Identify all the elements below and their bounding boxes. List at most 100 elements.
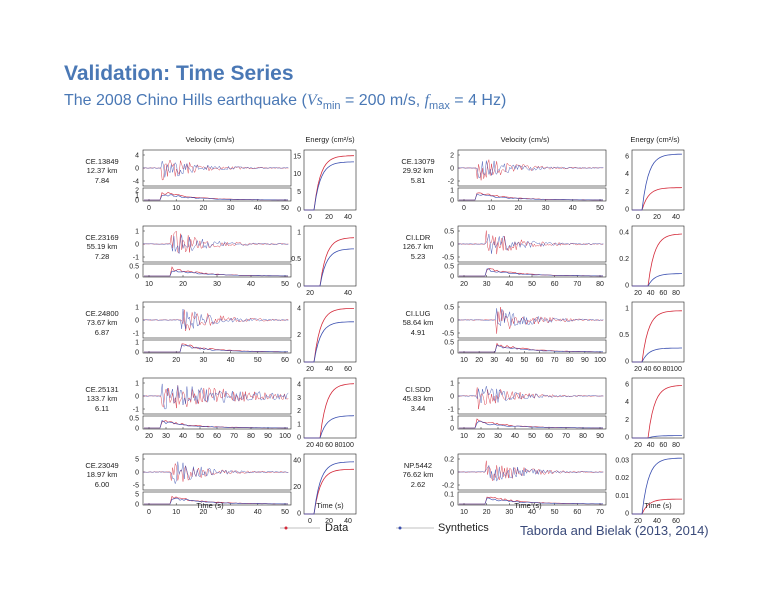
station-8-energy-frame <box>631 301 685 363</box>
station-1-energy-tick: 10 <box>293 171 301 178</box>
station-7-time-tick: 20 <box>460 281 468 288</box>
station-10-velocity-data-trace <box>458 460 604 482</box>
station-2-vel-tick: 0 <box>135 242 139 249</box>
station-5-energy-frame <box>303 453 357 515</box>
station-10-energy-x-tick: 20 <box>634 518 642 525</box>
station-3-time-tick: 40 <box>227 357 235 364</box>
station-7-energy-frame <box>631 225 685 287</box>
station-4-time-tick: 80 <box>247 433 255 440</box>
station-9-energy-tick: 6 <box>625 382 629 389</box>
station-7-energy-x-tick: 80 <box>672 290 680 297</box>
station-6-time-tick: 50 <box>596 205 604 212</box>
station-4-energy-x-tick: 60 <box>325 442 333 449</box>
station-9-energy-tick: 0 <box>625 435 629 442</box>
station-1-vel-tick: -4 <box>133 179 139 186</box>
station-9-energy-tick: 2 <box>625 417 629 424</box>
station-8-time-tick: 30 <box>490 357 498 364</box>
station-1-energy-frame <box>303 149 357 211</box>
station-1-vel-tick: 4 <box>135 153 139 160</box>
station-5-time-tick: 20 <box>200 509 208 516</box>
station-1-envelope-data-trace <box>144 191 288 201</box>
station-3-energy-tick: 2 <box>297 332 301 339</box>
station-1-time-tick: 0 <box>147 205 151 212</box>
station-3-name: CE.24800 <box>85 309 118 318</box>
station-10-name: NP.5442 <box>404 461 432 470</box>
station-8-energy-x-tick: 80 <box>663 366 671 373</box>
station-4-time-tick: 100 <box>279 433 291 440</box>
station-1-energy-x-tick: 20 <box>325 214 333 221</box>
station-7-time-tick: 40 <box>505 281 513 288</box>
station-9-time-tick: 30 <box>494 433 502 440</box>
subtitle-f-sub: max <box>429 100 450 113</box>
station-5-vel-tick: 0 <box>135 470 139 477</box>
station-9-env-tick: 1 <box>450 416 454 423</box>
subtitle-vs-sub: min <box>322 100 341 113</box>
station-10-envelope-synth-trace <box>459 497 604 505</box>
station-4-velocity-data-trace <box>142 385 289 409</box>
station-10-vel-tick: 0.2 <box>444 457 454 464</box>
station-8-distance: 58.64 km <box>403 318 434 327</box>
station-9-time-tick: 90 <box>596 433 604 440</box>
station-1-energy-tick: 15 <box>293 154 301 161</box>
station-4-time-tick: 30 <box>162 433 170 440</box>
station-1-energy-tick: 5 <box>297 189 301 196</box>
station-1-energy-synth-curve <box>304 161 354 211</box>
station-8-vel-tick: 0 <box>450 318 454 325</box>
station-10-energy-tick: 0 <box>625 511 629 518</box>
station-5-vel-tick: 5 <box>135 457 139 464</box>
station-9-env-tick: 0 <box>450 426 454 433</box>
slide-subtitle: The 2008 Chino Hills earthquake (Vsmin =… <box>64 92 506 112</box>
station-7-vel-tick: -0.5 <box>442 255 454 262</box>
station-6-value: 5.81 <box>411 176 426 185</box>
station-9-time-tick: 40 <box>511 433 519 440</box>
station-8-value: 4.91 <box>411 328 426 337</box>
station-6-energy-x-tick: 20 <box>653 214 661 221</box>
station-5-envelope-synth-trace <box>144 497 288 505</box>
station-8-time-tick: 70 <box>551 357 559 364</box>
subtitle-prefix: The 2008 Chino Hills earthquake ( <box>64 92 307 109</box>
station-3-velocity-data-trace <box>142 309 289 332</box>
station-10-energy-data-curve <box>632 498 682 515</box>
station-8-energy-tick: 1 <box>625 306 629 313</box>
station-6-energy-x-tick: 0 <box>636 214 640 221</box>
station-7-time-tick: 60 <box>551 281 559 288</box>
station-6-name: CE.13079 <box>401 157 434 166</box>
station-3-energy-data-curve <box>304 308 354 363</box>
subtitle-vs: Vs <box>306 92 323 109</box>
station-1-velocity-data-trace <box>142 159 289 181</box>
station-4-energy-frame <box>303 377 357 439</box>
station-9-time-tick: 80 <box>579 433 587 440</box>
station-6-time-tick: 30 <box>542 205 550 212</box>
station-6-envelope-frame <box>457 187 607 202</box>
station-2-time-tick: 30 <box>213 281 221 288</box>
station-1-energy-x-tick: 40 <box>344 214 352 221</box>
station-7-time-tick: 30 <box>483 281 491 288</box>
station-5-energy-tick: 40 <box>293 458 301 465</box>
station-1-env-tick: 1 <box>135 193 139 200</box>
station-7-energy-synth-curve <box>632 273 682 287</box>
slide-title: Validation: Time Series <box>64 62 294 85</box>
station-1-energy-data-curve <box>304 155 354 211</box>
station-9-energy-synth-curve <box>632 435 682 439</box>
station-1-name: CE.13849 <box>85 157 118 166</box>
station-1-velocity-synth-trace <box>142 160 289 178</box>
station-5-velocity-data-trace <box>142 462 289 482</box>
station-8-energy-tick: 0.5 <box>619 332 629 339</box>
station-3-energy-frame <box>303 301 357 363</box>
station-3-envelope-synth-trace <box>144 344 288 353</box>
subtitle-f: f <box>424 92 430 109</box>
station-10-energy-frame <box>631 453 685 515</box>
station-7-env-tick: 0.5 <box>444 264 454 271</box>
energy-column-header: Energy (cm²/s) <box>630 135 680 144</box>
station-1-time-tick: 20 <box>200 205 208 212</box>
station-4-vel-tick: -1 <box>133 407 139 414</box>
station-2-vel-tick: 1 <box>135 229 139 236</box>
station-6-energy-tick: 2 <box>625 189 629 196</box>
station-4-name: CE.25131 <box>85 385 118 394</box>
station-6-energy-frame <box>631 149 685 211</box>
station-5-velocity-synth-trace <box>142 461 289 485</box>
station-1-value: 7.84 <box>95 176 110 185</box>
station-6-energy-tick: 0 <box>625 207 629 214</box>
station-3-energy-tick: 0 <box>297 359 301 366</box>
